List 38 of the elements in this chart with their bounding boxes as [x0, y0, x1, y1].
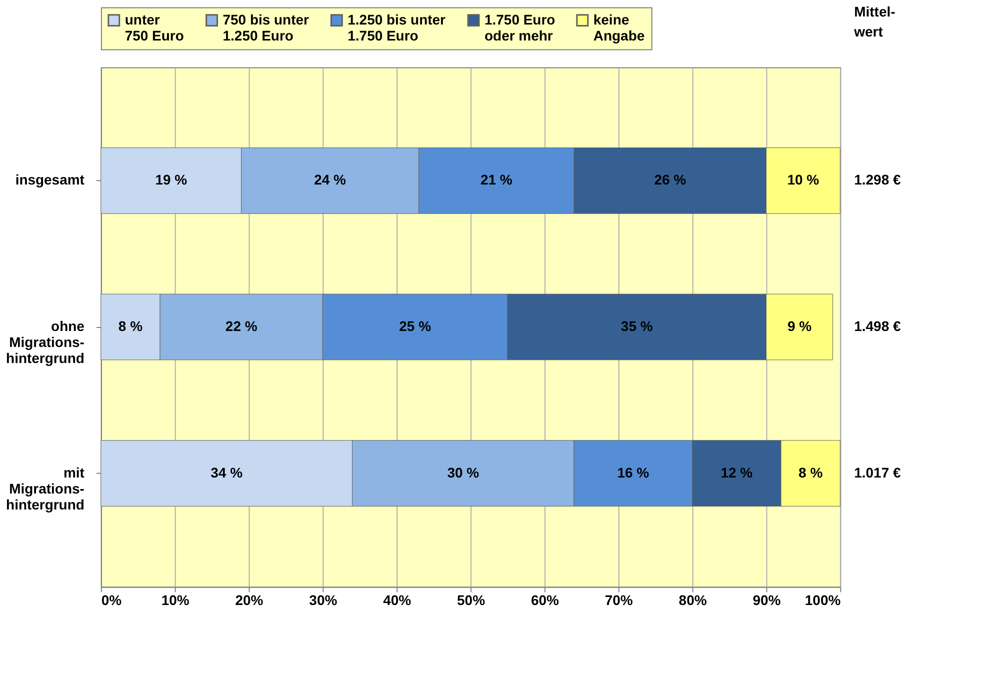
- data-label: 16 %: [617, 464, 650, 480]
- text: Mittel- wert: [853, 3, 896, 40]
- y-tick-label: ohne Migrations- hintergrund: [6, 318, 85, 366]
- x-tick-label: 0%: [101, 592, 122, 608]
- x-tick-label: 30%: [309, 592, 338, 608]
- data-label: 8 %: [798, 464, 824, 480]
- data-label: 26 %: [654, 172, 687, 188]
- data-label: 19 %: [155, 172, 188, 188]
- x-tick-label: 10%: [161, 592, 190, 608]
- data-label: 8 %: [118, 318, 144, 334]
- legend-label: 1.750 Euro oder mehr: [484, 11, 556, 44]
- x-tick-label: 40%: [383, 592, 412, 608]
- legend-label: 1.250 bis unter 1.750 Euro: [348, 11, 446, 44]
- data-label: 12 %: [720, 464, 754, 480]
- data-label: 9 %: [787, 318, 812, 334]
- data-label: 35 %: [620, 318, 654, 334]
- x-tick-label: 50%: [457, 592, 486, 608]
- data-label: 10 %: [787, 172, 820, 188]
- text: 1.298 €: [854, 172, 901, 188]
- data-label: 21 %: [480, 172, 513, 188]
- legend-label: keine Angabe: [593, 11, 645, 44]
- y-tick-label: insgesamt: [15, 172, 85, 188]
- data-label: 24 %: [314, 172, 347, 188]
- data-label: 30 %: [447, 464, 480, 480]
- data-label: 22 %: [225, 318, 258, 334]
- x-tick-label: 60%: [530, 592, 560, 608]
- data-label: 25 %: [399, 318, 432, 334]
- text: 1.017 €: [854, 464, 901, 480]
- x-tick-label: 70%: [604, 592, 634, 608]
- x-tick-label: 90%: [752, 592, 782, 608]
- data-label: 34 %: [210, 464, 244, 480]
- legend-label: 750 bis unter 1.250 Euro: [222, 11, 310, 44]
- x-tick-label: 20%: [235, 592, 264, 608]
- legend-label: unter 750 Euro: [124, 11, 184, 44]
- x-tick-label: 100%: [804, 592, 842, 608]
- text: 1.498 €: [854, 318, 901, 334]
- y-tick-label: mit Migrations- hintergrund: [6, 464, 85, 512]
- x-tick-label: 80%: [678, 592, 708, 608]
